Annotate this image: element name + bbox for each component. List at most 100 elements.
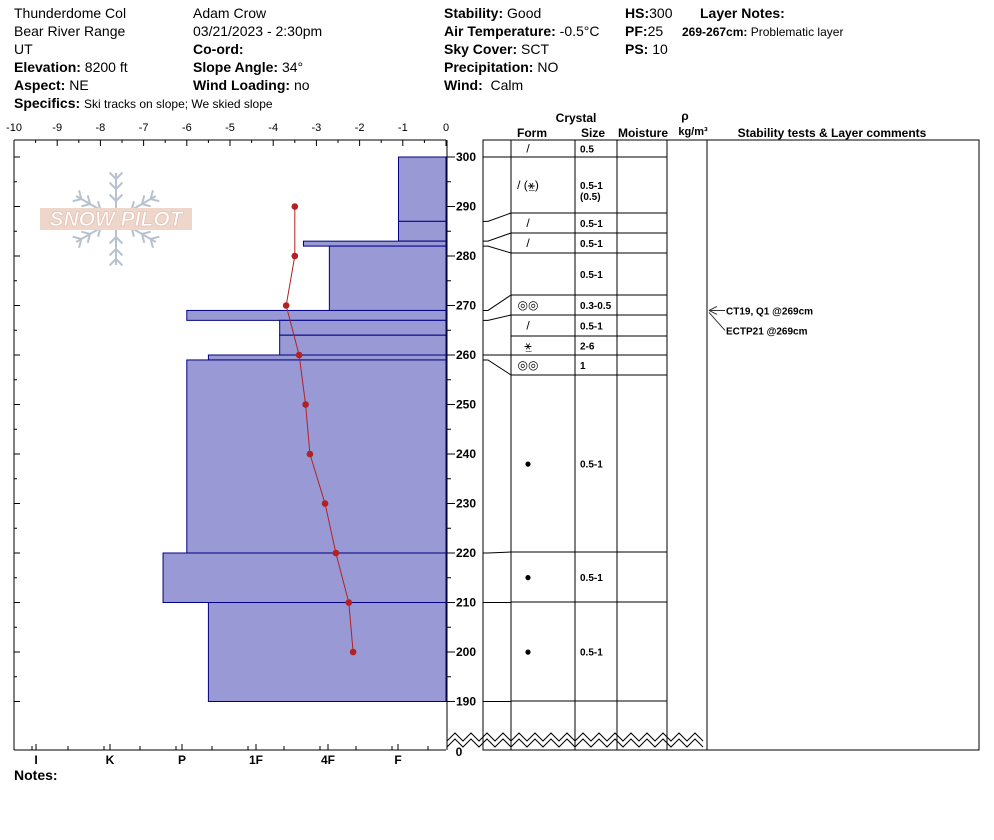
hardness-tick-label: F xyxy=(394,753,401,767)
snowflake-branch xyxy=(86,233,91,243)
grain-size: 0.3-0.5 xyxy=(580,301,612,312)
air-temp-label: Air Temperature: xyxy=(444,23,556,39)
ps-label: PS: xyxy=(625,41,649,57)
snowflake-branch xyxy=(108,258,117,267)
layer-connector xyxy=(483,359,512,376)
height-tick-label: 240 xyxy=(456,447,476,461)
snowflake-branch xyxy=(72,235,82,240)
grain-form-symbol: ● xyxy=(524,457,531,471)
temp-tick-label: -6 xyxy=(182,122,192,134)
snowflake-branch xyxy=(150,198,160,203)
pf-row: PF:25 xyxy=(625,22,663,40)
notes-label: Notes: xyxy=(14,767,58,783)
wind-loading-value: no xyxy=(293,77,310,93)
pf-label: PF: xyxy=(625,23,648,39)
precip-value: NO xyxy=(537,59,559,75)
specifics-row: Specifics: Ski tracks on slope; We skied… xyxy=(14,94,273,113)
snowflake-branch xyxy=(115,193,124,202)
observer: Adam Crow xyxy=(193,5,267,21)
snowflake-branch xyxy=(141,233,146,243)
wind-row: Wind: Calm xyxy=(444,76,523,94)
grain-form-symbol: ● xyxy=(524,645,531,659)
stability-value: Good xyxy=(507,5,542,21)
height-tick-label: 270 xyxy=(456,299,476,313)
grain-form-symbol: ◎◎ xyxy=(518,298,539,312)
height-tick-label: 290 xyxy=(456,200,476,214)
height-tick-label: 250 xyxy=(456,398,476,412)
layer-connector xyxy=(483,212,512,222)
header-form: Form xyxy=(517,126,547,140)
layer-connector xyxy=(483,314,512,321)
layer-connectors xyxy=(483,156,512,702)
header-rho: ρ xyxy=(681,109,688,123)
hardness-bar xyxy=(397,220,447,242)
layer-note: 269-267cm: Problematic layer xyxy=(682,23,843,41)
layer-connector xyxy=(483,294,512,311)
ps-value: 10 xyxy=(652,41,668,57)
snowflake-branch xyxy=(141,195,146,205)
wind-label: Wind: xyxy=(444,77,483,93)
grain-form-symbol: / (⚹̲) xyxy=(517,178,539,192)
elevation-value: 8200 ft xyxy=(84,59,128,75)
hardness-tick-label: P xyxy=(178,753,186,767)
grain-size: 2-6 xyxy=(580,342,595,353)
temperature-profile xyxy=(282,203,357,656)
snowflake-branch xyxy=(108,171,117,180)
snowflake-branch xyxy=(81,203,91,208)
hardness-bar xyxy=(279,319,447,336)
temp-tick-label: -1 xyxy=(398,122,408,134)
layer-connector xyxy=(483,551,512,554)
hardness-tick-label: K xyxy=(106,753,115,767)
sky-row: Sky Cover: SCT xyxy=(444,40,549,58)
layer-note-text: Problematic layer xyxy=(750,25,844,39)
grain-form-symbol: / xyxy=(526,142,530,156)
height-tick-label: 210 xyxy=(456,596,476,610)
date-time: 03/21/2023 - 2:30pm xyxy=(193,23,323,39)
snowflake-branch xyxy=(108,248,117,257)
wind-value: Calm xyxy=(490,77,524,93)
temp-point xyxy=(332,549,340,557)
snowflake-branch xyxy=(115,181,124,190)
snowflake-branch xyxy=(149,238,154,248)
snowflake-branch xyxy=(150,235,160,240)
snowflake-branch xyxy=(149,190,154,200)
hardness-bar xyxy=(328,245,447,311)
stability-test: CT19, Q1 @269cm xyxy=(726,306,813,317)
height-tick-label: 220 xyxy=(456,546,476,560)
temp-point xyxy=(282,302,290,309)
height-tick-label: 280 xyxy=(456,249,476,263)
table-frame xyxy=(482,139,708,751)
stability-row: Stability: Good xyxy=(444,4,541,22)
aspect-label: Aspect: xyxy=(14,77,66,93)
temp-point xyxy=(295,351,303,359)
temp-tick-label: -9 xyxy=(52,122,62,134)
mountain-range: Bear River Range xyxy=(14,23,126,39)
temp-tick-label: -7 xyxy=(139,122,149,134)
layer-connector xyxy=(483,245,512,254)
grain-size: 1 xyxy=(580,361,586,372)
snowflake-branch xyxy=(115,258,124,267)
layer-connector xyxy=(483,232,512,242)
grain-form-symbol: ⚹̲ xyxy=(524,339,531,353)
temp-profile-line xyxy=(285,206,354,653)
layer-notes-heading: Layer Notes: xyxy=(700,4,785,22)
temp-tick-label: -3 xyxy=(312,122,322,134)
pf-value: 25 xyxy=(647,23,664,39)
height-tick-label: 260 xyxy=(456,348,476,362)
logo-banner xyxy=(40,208,192,230)
snowflake-branch xyxy=(115,236,124,245)
hardness-tick-label: I xyxy=(34,753,37,767)
grain-form-symbol: ◎◎ xyxy=(518,358,539,372)
hardness-tick-label: 1F xyxy=(249,753,263,767)
header-moisture: Moisture xyxy=(618,126,668,140)
height-tick-label: 200 xyxy=(456,645,476,659)
temp-tick-label: -2 xyxy=(355,122,365,134)
temp-tick-label: -10 xyxy=(6,122,22,134)
specifics-label: Specifics: xyxy=(14,95,81,111)
height-axis: 190 200 210 220 230 240 250 260 270 280 290 300 0 xyxy=(446,140,476,759)
temp-point xyxy=(349,648,357,656)
hardness-bar xyxy=(207,602,447,702)
snowpilot-logo: SNOW PILOT xyxy=(40,171,192,267)
air-temp-value: -0.5°C xyxy=(559,23,600,39)
